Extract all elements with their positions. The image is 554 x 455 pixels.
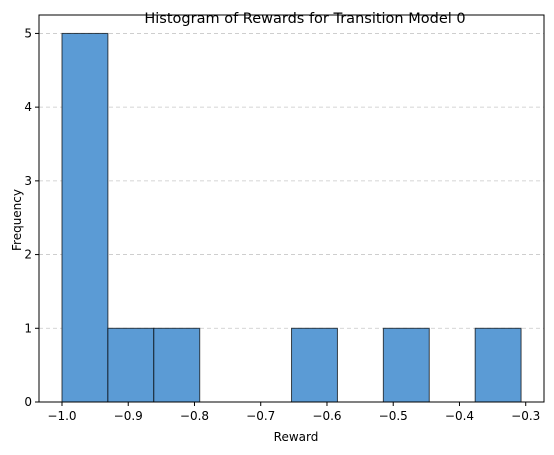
y-tick-label-5: 5: [24, 26, 32, 40]
x-axis-ticks: −1.0 −0.9 −0.8 −0.7 −0.6 −0.5 −0.4 −0.3: [47, 402, 540, 423]
histogram-bar-7: [382, 327, 430, 403]
x-tick-label-0: −1.0: [47, 409, 76, 423]
histogram-bar-0: [61, 32, 109, 403]
x-tick-label-5: −0.5: [379, 409, 408, 423]
histogram-bar-2: [153, 327, 201, 403]
grid-lines: [39, 33, 544, 329]
x-tick-label-4: −0.6: [312, 409, 341, 423]
y-axis-ticks: 0 1 2 3 4 5: [24, 26, 39, 409]
y-tick-label-2: 2: [24, 248, 32, 262]
y-axis-label: Frequency: [10, 189, 24, 251]
y-tick-label-4: 4: [24, 100, 32, 114]
histogram-bar-1: [107, 327, 155, 403]
histogram-bar-9: [474, 327, 522, 403]
x-axis-label: Reward: [274, 430, 319, 444]
x-tick-label-6: −0.4: [445, 409, 474, 423]
y-tick-label-3: 3: [24, 174, 32, 188]
x-tick-label-7: −0.3: [511, 409, 540, 423]
histogram-bar-5: [291, 327, 338, 403]
chart-title: Histogram of Rewards for Transition Mode…: [144, 11, 465, 27]
x-tick-label-3: −0.7: [246, 409, 275, 423]
histogram-bars: [61, 32, 522, 403]
x-tick-label-1: −0.9: [114, 409, 143, 423]
y-tick-label-0: 0: [24, 395, 32, 409]
plot-frame: [38, 14, 545, 403]
y-tick-label-1: 1: [24, 321, 32, 335]
x-tick-label-2: −0.8: [180, 409, 209, 423]
